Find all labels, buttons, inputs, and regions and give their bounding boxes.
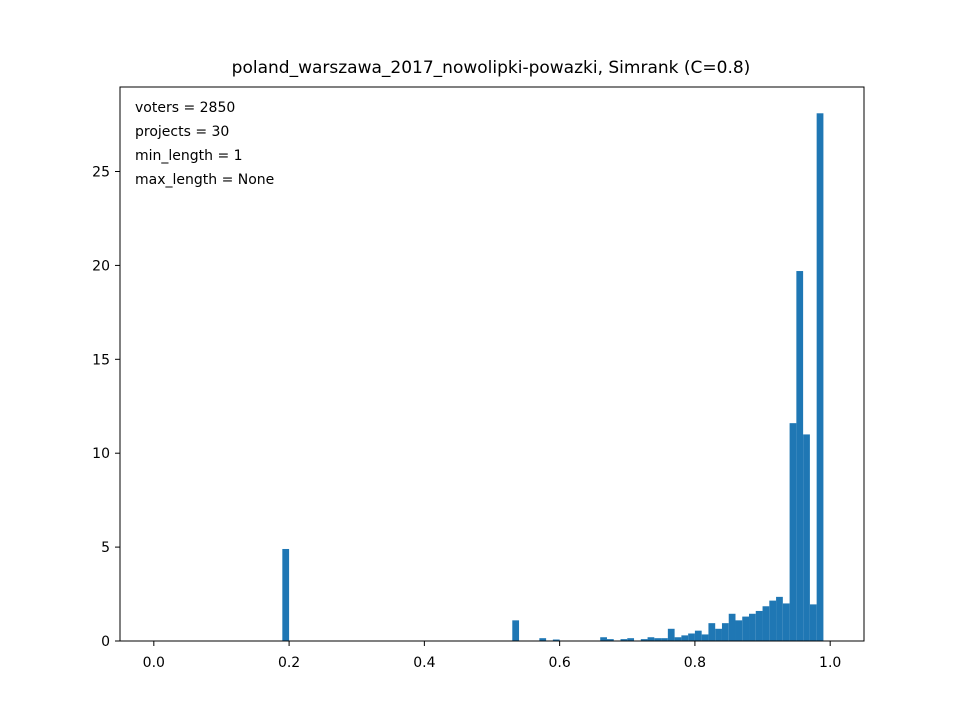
histogram-bar: [742, 616, 750, 641]
info-line: max_length = None: [135, 172, 274, 188]
x-axis: 0.0 0.2 0.4 0.6 0.8 1.0: [143, 641, 841, 671]
histogram-bar: [681, 635, 689, 641]
y-tick-label: 10: [92, 446, 110, 462]
histogram-bar: [667, 628, 675, 641]
histogram-bar: [647, 637, 655, 641]
y-tick-label: 25: [92, 165, 110, 181]
histogram-bar: [809, 604, 817, 641]
histogram-bar: [776, 596, 783, 641]
histogram-bar: [674, 637, 682, 641]
histogram-bar: [701, 634, 709, 641]
histogram-bar: [627, 638, 635, 641]
y-tick-label: 0: [101, 634, 110, 650]
info-line: min_length = 1: [135, 148, 243, 164]
histogram-bar: [640, 639, 648, 641]
histogram-bar: [721, 623, 729, 641]
histogram-bar: [620, 639, 628, 641]
histogram-bar: [512, 620, 520, 641]
histogram-bar: [661, 638, 668, 641]
histogram-bar: [539, 638, 547, 641]
histogram-bar: [282, 548, 290, 641]
histogram-bar: [769, 600, 777, 641]
histogram-bar: [715, 628, 722, 641]
x-tick-label: 0.8: [684, 655, 706, 671]
info-annotation: voters = 2850 projects = 30 min_length = 1…: [135, 100, 274, 188]
x-tick-label: 0.4: [413, 655, 435, 671]
histogram-bar: [762, 606, 770, 641]
plot-frame: [119, 86, 865, 642]
histogram-bar: [755, 610, 763, 641]
histogram-bar: [552, 639, 560, 641]
histogram-bar: [749, 613, 756, 641]
x-tick-label: 0.6: [549, 655, 571, 671]
histogram-bar: [735, 620, 743, 641]
y-tick-label: 15: [92, 352, 110, 368]
histogram-bar: [694, 630, 702, 641]
histogram-bar: [796, 271, 804, 641]
info-line: voters = 2850: [135, 100, 235, 116]
y-tick-label: 5: [101, 540, 110, 556]
chart-title: poland_warszawa_2017_nowolipki-powazki, …: [232, 58, 751, 78]
histogram-bar: [728, 613, 736, 641]
x-tick-label: 0.2: [278, 655, 300, 671]
histogram-bar: [803, 434, 810, 641]
histogram-bar: [816, 113, 824, 642]
x-tick-label: 1.0: [819, 655, 841, 671]
histogram-bar: [708, 623, 716, 641]
histogram-bar: [789, 423, 797, 641]
bars-group: [282, 113, 824, 642]
histogram-bar: [688, 633, 695, 641]
histogram-bar: [606, 639, 614, 641]
y-tick-label: 20: [92, 258, 110, 274]
y-axis: 0 5 10 15 20 25: [92, 165, 120, 650]
histogram-bar: [654, 638, 662, 641]
histogram-bar: [600, 637, 607, 641]
histogram-bar: [782, 603, 790, 641]
x-tick-label: 0.0: [143, 655, 165, 671]
info-line: projects = 30: [135, 124, 229, 140]
